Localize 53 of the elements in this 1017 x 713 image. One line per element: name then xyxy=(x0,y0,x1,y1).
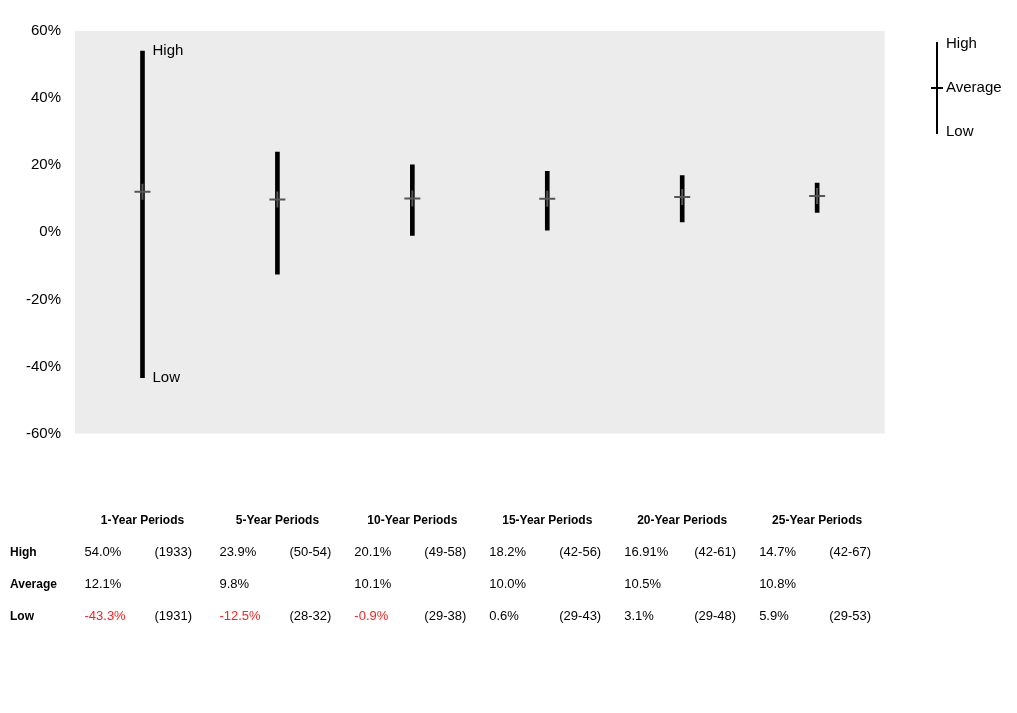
data-label: 9.8% xyxy=(219,576,250,592)
text: 18.2% xyxy=(489,544,527,560)
text: 14.7% xyxy=(759,544,797,560)
text: (50-54) xyxy=(289,544,332,560)
text: 3.1% xyxy=(624,608,655,624)
text: 5.9% xyxy=(759,608,790,624)
data-label: 10.5% xyxy=(624,576,662,592)
text: High xyxy=(946,34,977,51)
x-tick-label: 1-Year Periods xyxy=(100,513,185,528)
text: Average xyxy=(10,576,57,591)
data-label: 10.0% xyxy=(489,576,527,592)
x-tick-label: 20-Year Periods xyxy=(637,513,728,528)
text: -0.9% xyxy=(354,608,389,624)
bar xyxy=(140,50,145,378)
text: (29-53) xyxy=(829,608,872,624)
text: (42-61) xyxy=(694,544,737,560)
text: (1933) xyxy=(154,544,193,560)
annotation: Low xyxy=(152,367,181,385)
y-tick-label: -60% xyxy=(25,423,62,441)
annotation: High xyxy=(152,41,184,59)
y-tick-label: 0% xyxy=(39,222,62,240)
text: 23.9% xyxy=(219,544,257,560)
data-label: 10.8% xyxy=(759,576,797,592)
text: (29-43) xyxy=(559,608,602,624)
x-tick-label: 5-Year Periods xyxy=(235,513,320,528)
text: -43.3% xyxy=(84,608,127,624)
text: -12.5% xyxy=(219,608,262,624)
text: (28-32) xyxy=(289,608,332,624)
text: High xyxy=(10,544,37,559)
y-tick-label: 40% xyxy=(30,88,62,106)
text: Low xyxy=(946,122,974,139)
text: (1931) xyxy=(154,608,193,624)
text: 20.1% xyxy=(354,544,392,560)
x-tick-label: 10-Year Periods xyxy=(367,513,458,528)
text: (29-48) xyxy=(694,608,737,624)
y-tick-label: -20% xyxy=(25,289,62,307)
data-label: 12.1% xyxy=(84,576,122,592)
y-tick-label: 20% xyxy=(30,155,62,173)
text: (29-38) xyxy=(424,608,467,624)
text: 16.91% xyxy=(624,544,669,560)
x-tick-label: 15-Year Periods xyxy=(502,513,593,528)
y-tick-label: -40% xyxy=(25,356,62,374)
text: 54.0% xyxy=(84,544,122,560)
text: 0.6% xyxy=(489,608,520,624)
bar xyxy=(275,151,280,275)
x-tick-label: 25-Year Periods xyxy=(772,513,863,528)
text: (49-58) xyxy=(424,544,467,560)
data-label: 10.1% xyxy=(354,576,392,592)
text: Low xyxy=(10,608,34,623)
y-tick-label: 60% xyxy=(30,21,62,39)
text: (42-67) xyxy=(829,544,872,560)
text: Average xyxy=(946,78,1002,95)
text: (42-56) xyxy=(559,544,602,560)
